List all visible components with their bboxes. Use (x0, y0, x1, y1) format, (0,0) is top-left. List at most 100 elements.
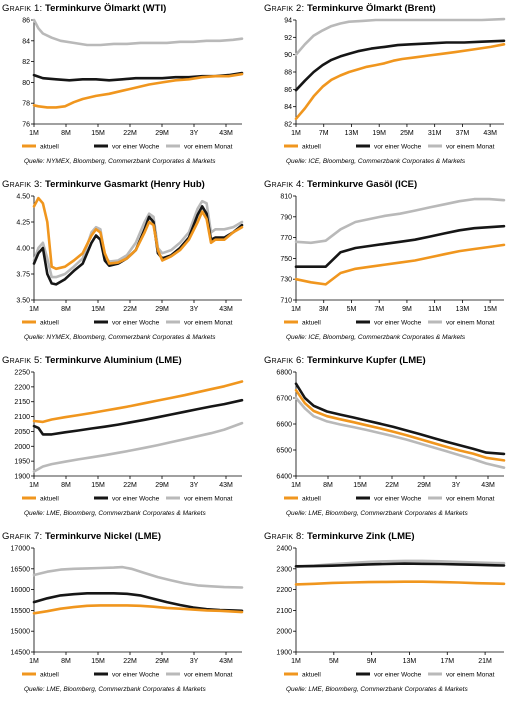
legend-label-aktuell: aktuell (40, 144, 59, 151)
x-tick-label: 1M (29, 130, 39, 137)
legend-label-aktuell: aktuell (302, 320, 321, 327)
legend-label-monat: vor einem Monat (446, 144, 495, 151)
y-tick-label: 1950 (14, 459, 30, 466)
x-tick-label: 3Y (190, 658, 199, 665)
x-tick-label: 29M (417, 482, 431, 489)
x-tick-label: 17M (440, 658, 454, 665)
x-tick-label: 13M (345, 130, 359, 137)
chart-source: Quelle: ICE, Bloomberg, Commerzbank Corp… (286, 158, 466, 165)
series-line-monat (32, 18, 244, 47)
series-line-monat (32, 565, 244, 589)
x-tick-label: 43M (481, 482, 495, 489)
chart-source: Quelle: LME, Bloomberg, Commerzbank Corp… (24, 686, 206, 693)
x-tick-label: 8M (323, 482, 333, 489)
chart-svg: 82 84 86 88 90 92 94 1M 7M 13M 19M 25M 31M 37M 43M aktu… (284, 17, 506, 151)
x-tick-label: 7M (374, 306, 384, 313)
y-tick-label: 6400 (276, 474, 292, 481)
series-line-woche (294, 224, 506, 268)
series-line-monat (294, 396, 506, 469)
legend-label-woche: vor einer Woche (374, 672, 422, 679)
y-tick-label: 2050 (14, 429, 30, 436)
x-tick-label: 1M (291, 482, 301, 489)
legend-label-woche: vor einer Woche (112, 320, 160, 327)
chart-title: Grafik 4: Terminkurve Gasöl (ICE) (264, 179, 418, 190)
series-line-woche (32, 398, 244, 436)
chart-svg: 14500 15000 15500 16000 16500 17000 1M 8M 15M 22M… (11, 546, 244, 679)
x-tick-label: 43M (219, 306, 233, 313)
x-tick-label: 8M (61, 482, 71, 489)
chart-title: Grafik 3: Terminkurve Gasmarkt (Henry Hu… (2, 179, 205, 190)
legend-label-woche: vor einer Woche (112, 144, 160, 151)
y-tick-label: 76 (22, 122, 30, 129)
y-tick-label: 2300 (276, 566, 292, 573)
chart-svg: 6400 6500 6600 6700 6800 1M 8M 15M 22M 29M 3Y 43M ak… (276, 370, 506, 503)
x-tick-label: 5M (329, 658, 339, 665)
x-tick-label: 8M (61, 130, 71, 137)
y-tick-label: 16000 (11, 587, 31, 594)
chart-svg: 1900 2000 2100 2200 2300 2400 1M 5M 9M 13M 17M 21M a… (276, 546, 506, 679)
legend-label-aktuell: aktuell (40, 672, 59, 679)
x-tick-label: 7M (319, 130, 329, 137)
series-line-aktuell (294, 388, 506, 462)
x-tick-label: 37M (456, 130, 470, 137)
legend-label-monat: vor einem Monat (446, 496, 495, 503)
series-line-woche (294, 382, 506, 456)
legend-label-woche: vor einer Woche (112, 496, 160, 503)
x-tick-label: 3Y (190, 482, 199, 489)
y-tick-label: 82 (284, 122, 292, 129)
x-tick-label: 29M (155, 306, 169, 313)
chart-panel-nickel: Grafik 7: Terminkurve Nickel (LME) 14500… (2, 530, 252, 702)
y-tick-label: 4.50 (16, 194, 30, 201)
y-tick-label: 17000 (11, 546, 31, 553)
series-line-aktuell (294, 43, 506, 121)
chart-svg: 710 730 750 770 790 810 1M 3M 5M 7M 9M 11M 13M 15M akt… (280, 194, 506, 327)
y-tick-label: 750 (280, 256, 292, 263)
x-tick-label: 22M (123, 306, 137, 313)
series-line-monat (294, 17, 506, 56)
y-tick-label: 86 (22, 18, 30, 25)
legend-label-aktuell: aktuell (302, 672, 321, 679)
y-tick-label: 4.00 (16, 246, 30, 253)
y-tick-label: 1900 (276, 650, 292, 657)
series-line-aktuell (294, 243, 506, 286)
y-tick-label: 15000 (11, 629, 31, 636)
y-tick-label: 80 (22, 80, 30, 87)
y-tick-label: 90 (284, 52, 292, 59)
legend-label-woche: vor einer Woche (112, 672, 160, 679)
legend-label-woche: vor einer Woche (374, 496, 422, 503)
legend-label-aktuell: aktuell (40, 320, 59, 327)
series-line-aktuell (294, 580, 506, 586)
chart-svg: 3.50 3.75 4.00 4.25 4.50 1M 8M 15M 22M 29M 3Y 43M ak… (16, 194, 244, 327)
x-tick-label: 1M (291, 658, 301, 665)
y-tick-label: 2400 (276, 546, 292, 553)
legend-label-monat: vor einem Monat (446, 320, 495, 327)
series-line-aktuell (32, 196, 244, 271)
chart-panel-aluminium: Grafik 5: Terminkurve Aluminium (LME) 19… (2, 354, 252, 526)
y-tick-label: 6800 (276, 370, 292, 377)
x-tick-label: 5M (347, 306, 357, 313)
y-tick-label: 86 (284, 87, 292, 94)
x-tick-label: 3Y (190, 130, 199, 137)
x-tick-label: 22M (385, 482, 399, 489)
x-tick-label: 21M (478, 658, 492, 665)
x-tick-label: 15M (483, 306, 497, 313)
y-tick-label: 790 (280, 214, 292, 221)
y-tick-label: 84 (22, 38, 30, 45)
x-tick-label: 22M (123, 130, 137, 137)
y-tick-label: 2150 (14, 399, 30, 406)
y-tick-label: 810 (280, 194, 292, 201)
y-tick-label: 2000 (14, 444, 30, 451)
y-tick-label: 16500 (11, 566, 31, 573)
x-tick-label: 22M (123, 658, 137, 665)
x-tick-label: 13M (403, 658, 417, 665)
legend-label-aktuell: aktuell (40, 496, 59, 503)
y-tick-label: 6600 (276, 422, 292, 429)
x-tick-label: 15M (91, 658, 105, 665)
y-tick-label: 2200 (276, 587, 292, 594)
series-line-monat (32, 421, 244, 473)
chart-svg: 1900 1950 2000 2050 2100 2150 2200 2250 1M 8M 15M 2… (14, 370, 244, 503)
x-tick-label: 1M (291, 306, 301, 313)
legend-label-woche: vor einer Woche (374, 144, 422, 151)
series-line-woche (294, 39, 506, 92)
chart-title: Grafik 8: Terminkurve Zink (LME) (264, 531, 415, 542)
